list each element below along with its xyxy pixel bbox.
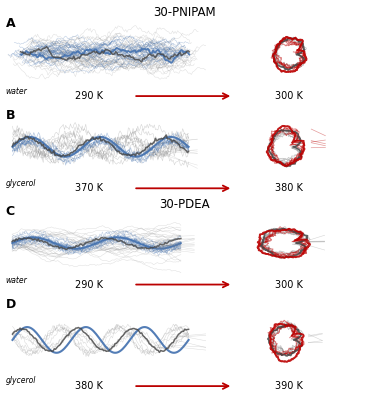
Text: 390 K: 390 K — [275, 381, 303, 391]
Text: 370 K: 370 K — [75, 183, 103, 193]
Text: 380 K: 380 K — [75, 381, 103, 391]
Text: C: C — [6, 205, 15, 218]
Text: 30-PDEA: 30-PDEA — [159, 198, 210, 211]
Text: 300 K: 300 K — [275, 279, 303, 290]
Text: B: B — [6, 109, 15, 122]
Text: A: A — [6, 17, 15, 30]
Text: 290 K: 290 K — [75, 279, 103, 290]
Text: 290 K: 290 K — [75, 91, 103, 101]
Text: water: water — [6, 87, 27, 96]
Text: 30-PNIPAM: 30-PNIPAM — [153, 6, 216, 19]
Text: 300 K: 300 K — [275, 91, 303, 101]
Text: water: water — [6, 276, 27, 285]
Text: D: D — [6, 298, 16, 311]
Text: glycerol: glycerol — [6, 180, 36, 188]
Text: 380 K: 380 K — [275, 183, 303, 193]
Text: glycerol: glycerol — [6, 376, 36, 385]
